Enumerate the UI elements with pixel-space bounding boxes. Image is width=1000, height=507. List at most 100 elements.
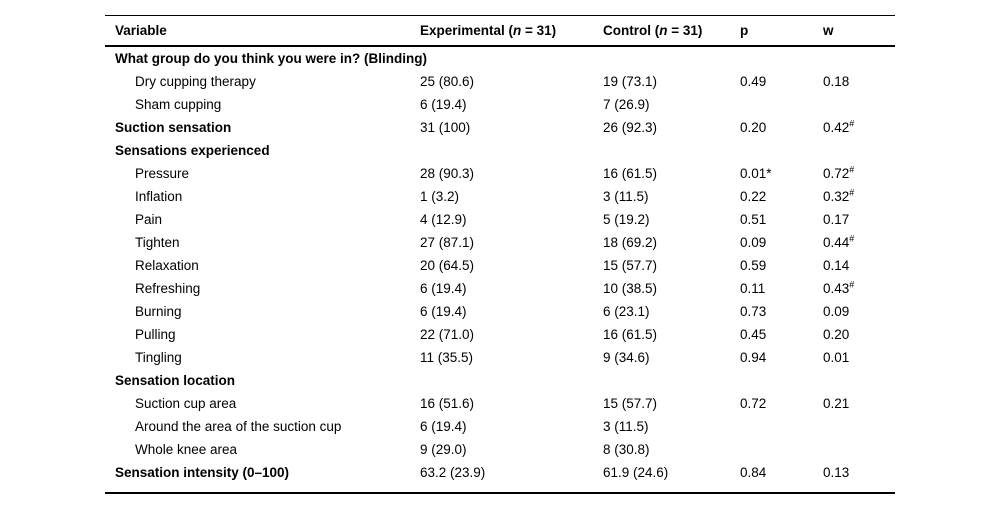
cell-p-value: 0.45 [740,326,767,342]
cell-control: 15 (57.7) [603,395,658,411]
cell-control [603,139,740,162]
results-table-container: Variable Experimental (n = 31) Control (… [105,15,895,494]
row-label: Pressure [135,165,190,181]
table-header-row: Variable Experimental (n = 31) Control (… [105,16,895,46]
cell-experimental: 25 (80.6) [420,73,475,89]
cell-p-value: 0.11 [740,280,766,296]
table-row: Burning 6 (19.4) 6 (23.1) 0.73 0.09 [105,300,895,323]
cell-experimental [420,369,603,392]
cell-p-value: 0.72 [740,395,767,411]
cell-experimental: 11 (35.5) [420,349,474,365]
cell-effect-size: 0.42# [823,118,855,135]
column-header-experimental-text: Experimental ( [420,22,514,38]
cell-effect-size: 0.43# [823,279,855,296]
cell-control: 26 (92.3) [603,119,658,135]
cell-effect-size [823,369,895,392]
row-label: Dry cupping therapy [135,73,256,89]
column-header-control-count: = 31) [667,22,703,38]
table-row: Pulling 22 (71.0) 16 (61.5) 0.45 0.20 [105,323,895,346]
table-row: Dry cupping therapy 25 (80.6) 19 (73.1) 0.4… [105,70,895,93]
cell-effect-size: 0.18 [823,73,850,89]
table-body: What group do you think you were in? (Bl… [105,46,895,493]
column-header-control-text: Control ( [603,22,660,38]
cell-p-value: 0.94 [740,349,767,365]
table-row: Refreshing 6 (19.4) 10 (38.5) 0.11 0.43# [105,277,895,300]
column-header-experimental: Experimental (n = 31) [420,16,603,46]
cell-experimental [420,46,603,70]
table-row: Sensation location [105,369,895,392]
cell-effect-size: 0.01 [823,349,850,365]
cell-effect-size: 0.72# [823,164,855,181]
results-table: Variable Experimental (n = 31) Control (… [105,15,895,494]
cell-experimental: 16 (51.6) [420,395,475,411]
cell-experimental: 63.2 (23.9) [420,464,486,480]
cell-p-value: 0.20 [740,119,767,135]
row-label: Whole knee area [135,441,238,457]
significance-marker: # [849,279,855,289]
cell-experimental [420,139,603,162]
table-row: Around the area of the suction cup 6 (19.… [105,415,895,438]
row-label: Around the area of the suction cup [135,418,342,434]
cell-experimental: 6 (19.4) [420,280,467,296]
significance-marker: # [849,164,855,174]
cell-control: 8 (30.8) [603,441,650,457]
table-row: Sensation intensity (0–100) 63.2 (23.9) 61… [105,461,895,493]
row-label: Refreshing [135,280,201,296]
column-header-p: p [740,22,749,38]
cell-experimental: 22 (71.0) [420,326,475,342]
table-row: Tighten 27 (87.1) 18 (69.2) 0.09 0.44# [105,231,895,254]
cell-control: 61.9 (24.6) [603,464,669,480]
table-row: Relaxation 20 (64.5) 15 (57.7) 0.59 0.14 [105,254,895,277]
cell-p-value: 0.59 [740,257,767,273]
cell-control: 6 (23.1) [603,303,650,319]
cell-effect-size [823,438,895,461]
row-label: Tingling [135,349,182,365]
cell-control: 10 (38.5) [603,280,658,296]
cell-effect-size [823,415,895,438]
cell-control: 3 (11.5) [603,418,649,434]
cell-experimental: 6 (19.4) [420,418,467,434]
table-row: Inflation 1 (3.2) 3 (11.5) 0.22 0.32# [105,185,895,208]
cell-control: 18 (69.2) [603,234,658,250]
cell-control: 16 (61.5) [603,165,658,181]
table-row: Whole knee area 9 (29.0) 8 (30.8) [105,438,895,461]
cell-effect-size: 0.21 [823,395,850,411]
significance-marker: # [849,187,855,197]
cell-p-value: 0.49 [740,73,767,89]
row-label: Burning [135,303,182,319]
cell-effect-size: 0.17 [823,211,850,227]
cell-effect-size: 0.20 [823,326,850,342]
cell-control: 5 (19.2) [603,211,650,227]
cell-p-value: 0.01* [740,165,772,181]
cell-p-value [740,93,823,116]
cell-p-value: 0.22 [740,188,767,204]
column-header-w: w [823,22,834,38]
cell-experimental: 6 (19.4) [420,96,467,112]
column-header-control: Control (n = 31) [603,16,740,46]
cell-experimental: 20 (64.5) [420,257,475,273]
table-row: Pressure 28 (90.3) 16 (61.5) 0.01* 0.72# [105,162,895,185]
table-row: Pain 4 (12.9) 5 (19.2) 0.51 0.17 [105,208,895,231]
table-row: Suction cup area 16 (51.6) 15 (57.7) 0.72 0.… [105,392,895,415]
cell-control: 7 (26.9) [603,96,650,112]
cell-p-value [740,369,823,392]
cell-effect-size: 0.32# [823,187,855,204]
cell-effect-size [823,46,895,70]
cell-p-value [740,139,823,162]
column-header-control-n: n [659,22,668,38]
cell-control [603,46,740,70]
table-row: Suction sensation 31 (100) 26 (92.3) 0.20 0.… [105,116,895,139]
cell-p-value: 0.09 [740,234,767,250]
cell-control: 3 (11.5) [603,188,649,204]
cell-control [603,369,740,392]
cell-p-value: 0.51 [740,211,767,227]
cell-control: 15 (57.7) [603,257,658,273]
cell-experimental: 28 (90.3) [420,165,475,181]
column-header-variable: Variable [115,22,167,38]
cell-p-value: 0.84 [740,464,767,480]
cell-experimental: 6 (19.4) [420,303,467,319]
row-label: Relaxation [135,257,199,273]
cell-effect-size [823,93,895,116]
cell-experimental: 27 (87.1) [420,234,475,250]
row-label: Sensations experienced [115,142,270,158]
